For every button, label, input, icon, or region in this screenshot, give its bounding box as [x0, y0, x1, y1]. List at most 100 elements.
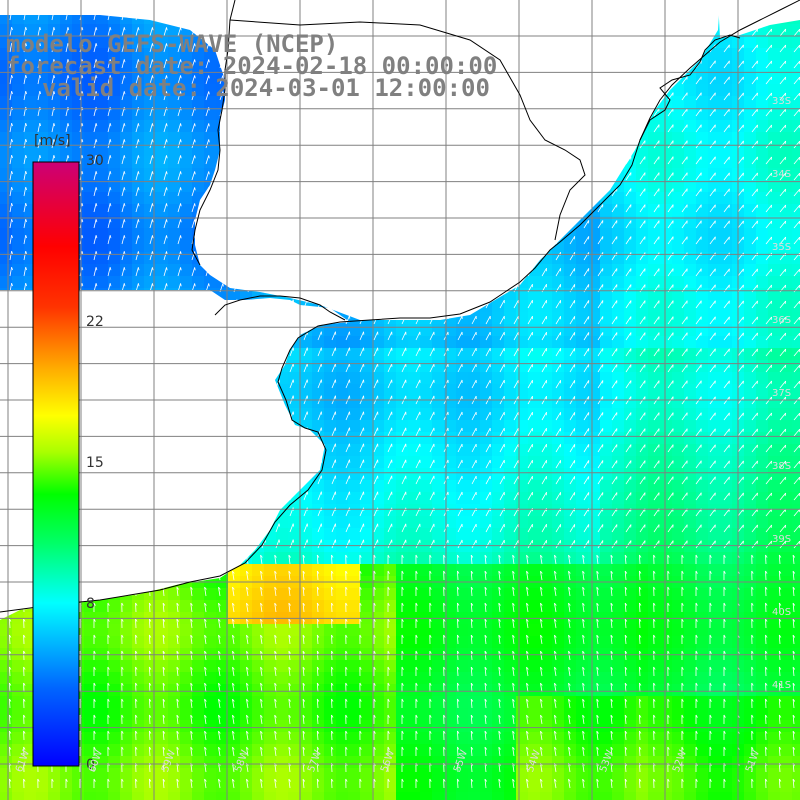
speed-cell	[720, 72, 733, 85]
speed-cell	[744, 240, 757, 253]
speed-cell	[264, 792, 277, 800]
speed-cell	[348, 492, 361, 505]
speed-cell	[396, 444, 409, 457]
speed-cell	[420, 516, 433, 529]
speed-cell	[480, 660, 493, 673]
speed-cell	[564, 312, 577, 325]
speed-cell	[468, 744, 481, 757]
speed-cell	[672, 168, 685, 181]
speed-cell	[756, 264, 769, 277]
speed-cell	[492, 624, 505, 637]
speed-cell	[144, 48, 157, 61]
speed-cell	[624, 288, 637, 301]
speed-cell	[168, 588, 181, 601]
speed-cell	[132, 624, 145, 637]
speed-cell	[0, 84, 13, 97]
speed-cell	[360, 456, 373, 469]
speed-cell	[672, 516, 685, 529]
speed-cell	[348, 456, 361, 469]
speed-cell	[324, 336, 337, 349]
speed-cell	[708, 192, 721, 205]
speed-cell	[660, 204, 673, 217]
speed-cell	[780, 72, 793, 85]
speed-cell	[348, 756, 361, 769]
speed-cell	[516, 648, 529, 661]
speed-cell	[168, 600, 181, 613]
speed-cell	[264, 708, 277, 721]
speed-cell	[528, 324, 541, 337]
speed-cell	[144, 264, 157, 277]
speed-cell	[444, 396, 457, 409]
speed-cell	[96, 792, 109, 800]
speed-cell	[264, 756, 277, 769]
speed-cell	[756, 540, 769, 553]
speed-cell	[180, 108, 193, 121]
speed-cell	[552, 300, 565, 313]
speed-cell	[0, 264, 13, 277]
speed-cell	[396, 336, 409, 349]
speed-cell	[768, 792, 781, 800]
speed-cell	[780, 456, 793, 469]
speed-cell	[792, 720, 800, 733]
speed-cell	[756, 456, 769, 469]
speed-cell	[12, 204, 25, 217]
speed-cell	[300, 600, 313, 613]
speed-cell	[24, 60, 37, 73]
speed-cell	[540, 516, 553, 529]
speed-cell	[636, 492, 649, 505]
speed-cell	[348, 384, 361, 397]
speed-cell	[144, 720, 157, 733]
speed-cell	[204, 60, 217, 73]
speed-cell	[768, 756, 781, 769]
speed-cell	[780, 168, 793, 181]
speed-cell	[540, 444, 553, 457]
speed-cell	[564, 588, 577, 601]
speed-cell	[612, 660, 625, 673]
speed-cell	[696, 204, 709, 217]
speed-cell	[588, 552, 601, 565]
speed-cell	[636, 360, 649, 373]
speed-cell	[720, 684, 733, 697]
speed-cell	[120, 84, 133, 97]
speed-cell	[408, 372, 421, 385]
speed-cell	[564, 264, 577, 277]
speed-cell	[432, 780, 445, 793]
speed-cell	[672, 684, 685, 697]
speed-cell	[708, 792, 721, 800]
speed-cell	[576, 240, 589, 253]
speed-cell	[684, 264, 697, 277]
speed-cell	[768, 336, 781, 349]
speed-cell	[12, 684, 25, 697]
speed-cell	[636, 588, 649, 601]
speed-cell	[144, 132, 157, 145]
speed-cell	[792, 624, 800, 637]
speed-cell	[720, 792, 733, 800]
speed-cell	[372, 336, 385, 349]
speed-cell	[696, 648, 709, 661]
speed-cell	[108, 720, 121, 733]
speed-cell	[108, 48, 121, 61]
speed-cell	[672, 732, 685, 745]
speed-cell	[780, 564, 793, 577]
speed-cell	[672, 480, 685, 493]
speed-cell	[660, 444, 673, 457]
speed-cell	[168, 252, 181, 265]
speed-cell	[420, 684, 433, 697]
speed-cell	[768, 120, 781, 133]
speed-cell	[312, 504, 325, 517]
speed-cell	[468, 516, 481, 529]
speed-cell	[384, 528, 397, 541]
speed-cell	[192, 744, 205, 757]
speed-cell	[720, 360, 733, 373]
speed-cell	[528, 420, 541, 433]
speed-cell	[588, 624, 601, 637]
speed-cell	[636, 252, 649, 265]
speed-cell	[324, 420, 337, 433]
speed-cell	[720, 444, 733, 457]
speed-cell	[12, 108, 25, 121]
speed-cell	[240, 672, 253, 685]
speed-cell	[168, 660, 181, 673]
speed-cell	[240, 648, 253, 661]
speed-cell	[252, 600, 265, 613]
speed-cell	[360, 696, 373, 709]
